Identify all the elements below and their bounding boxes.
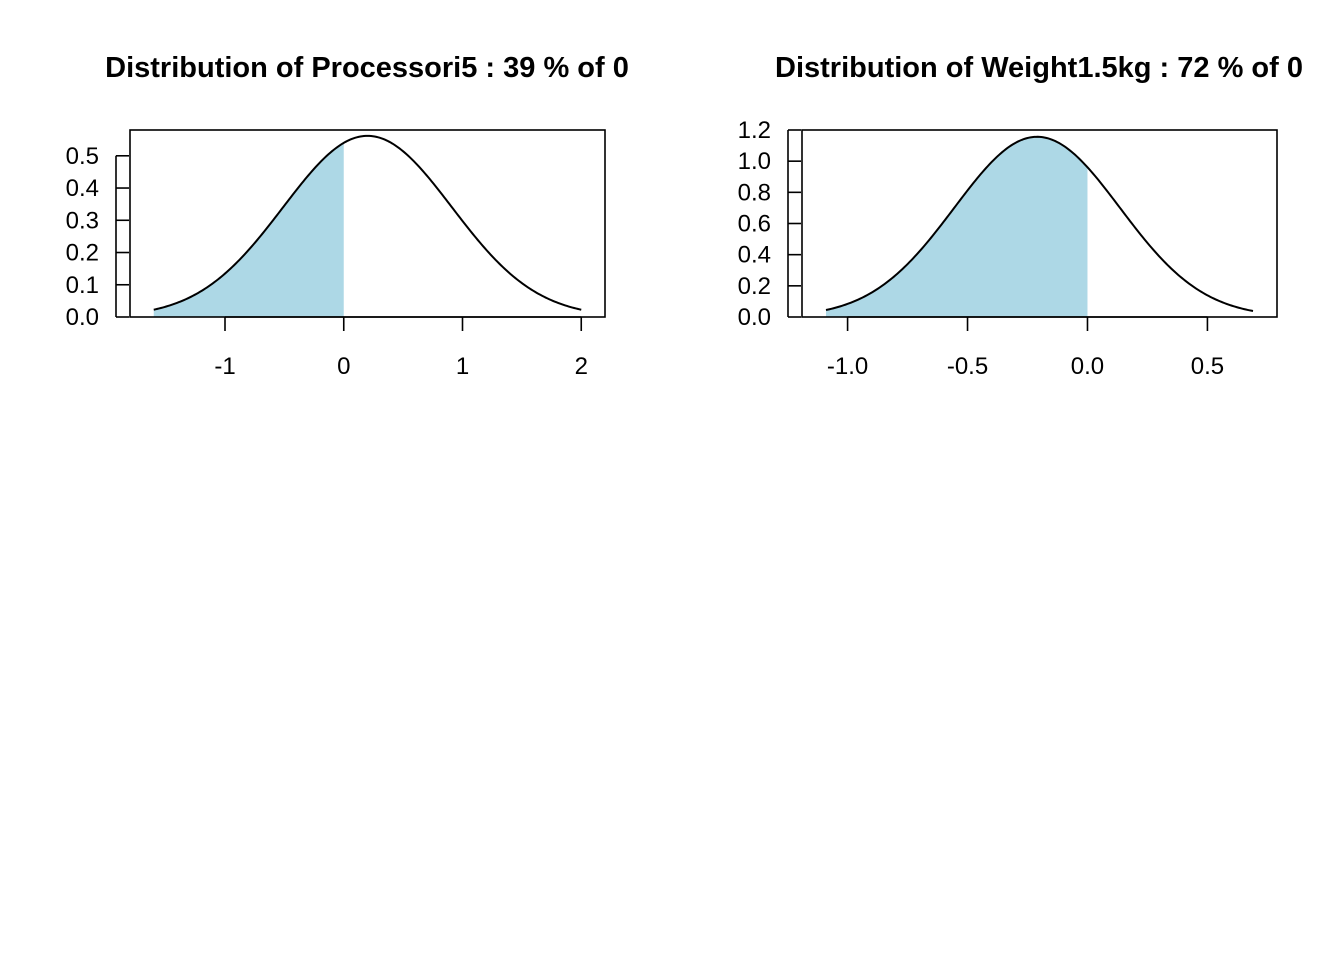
y-tick-label: 0.0 [66, 304, 99, 331]
y-tick-label: 0.5 [66, 143, 99, 170]
x-tick-label: -0.5 [947, 353, 988, 380]
x-tick-label: 0.5 [1191, 353, 1224, 380]
x-tick-label: 1 [456, 353, 469, 380]
y-tick-label: 0.8 [738, 179, 771, 206]
y-tick-label: 1.2 [738, 117, 771, 144]
y-tick-label: 1.0 [738, 148, 771, 175]
y-tick-label: 0.0 [738, 304, 771, 331]
chart-panel-1: -1 0 1 2 0.0 0.1 0.2 0.3 0.4 0.5 Distribution of P… [66, 52, 629, 380]
chart-panel-2: -1.0 -0.5 0.0 0.5 0.0 0.2 0.4 0.6 0.8 1.0 1.2 Distr… [738, 52, 1303, 380]
chart-title: Distribution of Weight1.5kg : 72 % of 0 [775, 52, 1303, 84]
x-axis: -1.0 -0.5 0.0 0.5 [827, 316, 1224, 380]
chart-title: Distribution of Processori5 : 39 % of 0 [105, 52, 629, 84]
x-tick-label: -1 [214, 353, 235, 380]
shaded-area [825, 136, 1088, 317]
y-tick-label: 0.2 [738, 273, 771, 300]
x-tick-label: 0 [337, 353, 350, 380]
x-tick-label: 2 [575, 353, 588, 380]
plot-frame [129, 129, 606, 318]
density-curve [153, 134, 582, 311]
y-tick-label: 0.4 [66, 175, 99, 202]
y-tick-label: 0.6 [738, 211, 771, 238]
x-tick-label: -1.0 [827, 353, 868, 380]
y-tick-label: 0.4 [738, 242, 771, 269]
y-tick-label: 0.3 [66, 207, 99, 234]
density-curve [825, 135, 1254, 312]
y-tick-label: 0.1 [66, 272, 99, 299]
y-axis: 0.0 0.1 0.2 0.3 0.4 0.5 [66, 143, 129, 331]
shaded-area [153, 142, 344, 317]
x-axis: -1 0 1 2 [214, 316, 588, 380]
x-tick-label: 0.0 [1071, 353, 1104, 380]
y-axis: 0.0 0.2 0.4 0.6 0.8 1.0 1.2 [738, 117, 801, 331]
y-tick-label: 0.2 [66, 240, 99, 267]
